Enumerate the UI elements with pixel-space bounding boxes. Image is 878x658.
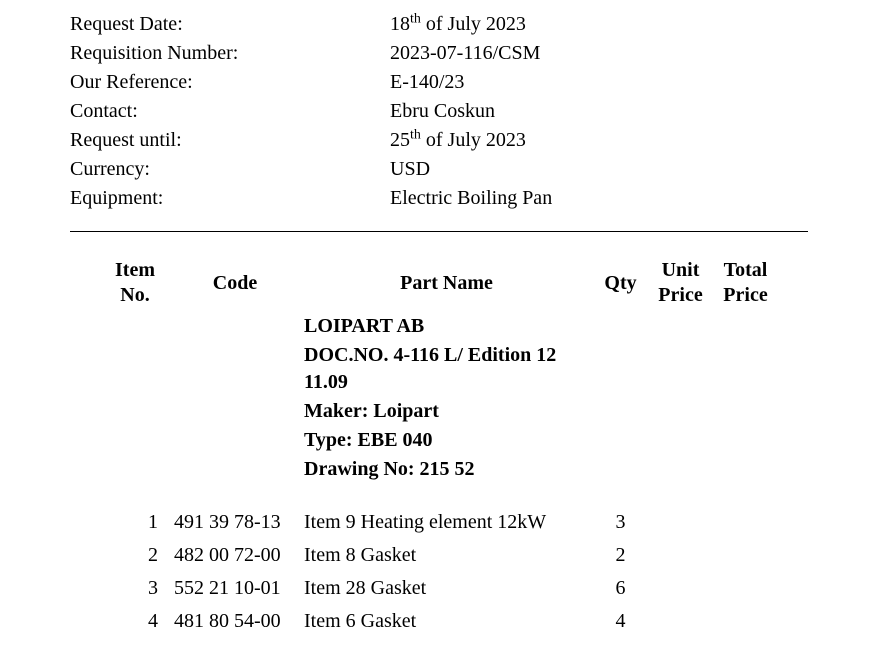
item-qty: 6 — [593, 572, 648, 605]
doc-info-line4: Type: EBE 040 — [300, 426, 593, 455]
item-name: Item 6 Gasket — [300, 605, 593, 638]
our-reference-label: Our Reference: — [70, 68, 390, 97]
doc-info-line2: DOC.NO. 4-116 L/ Edition 12 11.09 — [300, 341, 593, 397]
item-qty: 3 — [593, 506, 648, 539]
doc-info-line5: Drawing No: 215 52 — [300, 455, 593, 484]
table-row: 4 481 80 54-00 Item 6 Gasket 4 — [100, 605, 778, 638]
item-no: 2 — [100, 539, 170, 572]
item-qty: 2 — [593, 539, 648, 572]
item-code: 482 00 72-00 — [170, 539, 300, 572]
contact-label: Contact: — [70, 97, 390, 126]
item-total-price — [713, 539, 778, 572]
doc-info-row: Drawing No: 215 52 — [100, 455, 778, 484]
item-no: 1 — [100, 506, 170, 539]
item-name: Item 28 Gasket — [300, 572, 593, 605]
currency-value: USD — [390, 155, 808, 184]
col-total-price: Total Price — [713, 254, 778, 312]
spacer-row — [100, 484, 778, 506]
item-no: 3 — [100, 572, 170, 605]
equipment-label: Equipment: — [70, 184, 390, 213]
item-code: 491 39 78-13 — [170, 506, 300, 539]
currency-label: Currency: — [70, 155, 390, 184]
request-date-sup: th — [410, 11, 421, 26]
table-row: 3 552 21 10-01 Item 28 Gasket 6 — [100, 572, 778, 605]
requisition-number-value: 2023-07-116/CSM — [390, 39, 808, 68]
doc-info-row: LOIPART AB — [100, 312, 778, 341]
item-name: Item 9 Heating element 12kW — [300, 506, 593, 539]
doc-info-line3: Maker: Loipart — [300, 397, 593, 426]
request-date-value: 18th of July 2023 — [390, 10, 808, 39]
item-total-price — [713, 506, 778, 539]
request-date-label: Request Date: — [70, 10, 390, 39]
equipment-value: Electric Boiling Pan — [390, 184, 808, 213]
our-reference-value: E-140/23 — [390, 68, 808, 97]
requisition-number-label: Requisition Number: — [70, 39, 390, 68]
item-total-price — [713, 605, 778, 638]
item-unit-price — [648, 539, 713, 572]
col-qty: Qty — [593, 254, 648, 312]
col-item-no: Item No. — [100, 254, 170, 312]
doc-info-row: Type: EBE 040 — [100, 426, 778, 455]
request-until-rest: of July 2023 — [421, 129, 526, 151]
doc-info-line1: LOIPART AB — [300, 312, 593, 341]
item-name: Item 8 Gasket — [300, 539, 593, 572]
contact-value: Ebru Coskun — [390, 97, 808, 126]
document-header: Request Date: 18th of July 2023 Requisit… — [70, 10, 808, 213]
col-item-no-text: Item No. — [115, 259, 155, 306]
items-table-wrap: Item No. Code Part Name Qty Unit Price T… — [70, 254, 808, 638]
col-part-name: Part Name — [300, 254, 593, 312]
table-row: 2 482 00 72-00 Item 8 Gasket 2 — [100, 539, 778, 572]
items-table: Item No. Code Part Name Qty Unit Price T… — [100, 254, 778, 638]
item-no: 4 — [100, 605, 170, 638]
request-date-day: 18 — [390, 13, 410, 35]
col-unit-price-text: Unit Price — [658, 259, 702, 306]
item-qty: 4 — [593, 605, 648, 638]
request-until-value: 25th of July 2023 — [390, 126, 808, 155]
item-unit-price — [648, 605, 713, 638]
request-until-day: 25 — [390, 129, 410, 151]
col-code: Code — [170, 254, 300, 312]
doc-info-row: DOC.NO. 4-116 L/ Edition 12 11.09 — [100, 341, 778, 397]
col-unit-price: Unit Price — [648, 254, 713, 312]
request-until-sup: th — [410, 127, 421, 142]
divider — [70, 231, 808, 232]
item-total-price — [713, 572, 778, 605]
request-until-label: Request until: — [70, 126, 390, 155]
doc-info-row: Maker: Loipart — [100, 397, 778, 426]
item-unit-price — [648, 572, 713, 605]
item-code: 481 80 54-00 — [170, 605, 300, 638]
request-date-rest: of July 2023 — [421, 13, 526, 35]
table-row: 1 491 39 78-13 Item 9 Heating element 12… — [100, 506, 778, 539]
col-total-price-text: Total Price — [723, 259, 767, 306]
item-unit-price — [648, 506, 713, 539]
item-code: 552 21 10-01 — [170, 572, 300, 605]
